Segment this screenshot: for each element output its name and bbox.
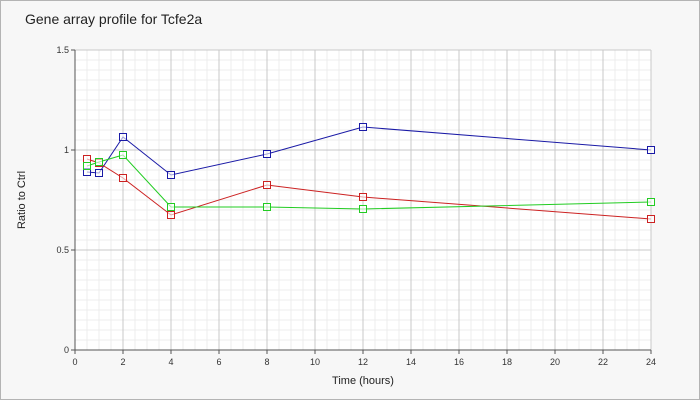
data-point xyxy=(119,174,127,182)
data-point xyxy=(167,203,175,211)
y-axis-label: Ratio to Ctrl xyxy=(16,171,28,229)
data-point xyxy=(647,198,655,206)
x-axis-label: Time (hours) xyxy=(332,375,394,387)
x-tick-label: 8 xyxy=(264,357,269,367)
data-point xyxy=(119,151,127,159)
y-tick-label: 0.5 xyxy=(56,245,69,255)
x-tick-label: 14 xyxy=(406,357,416,367)
x-tick-label: 20 xyxy=(550,357,560,367)
series-layer xyxy=(83,123,655,223)
data-point xyxy=(647,215,655,223)
x-tick-label: 18 xyxy=(502,357,512,367)
x-tick-label: 0 xyxy=(72,357,77,367)
x-tick-label: 4 xyxy=(168,357,173,367)
y-tick-label: 1 xyxy=(64,145,69,155)
x-tick-label: 22 xyxy=(598,357,608,367)
y-tick-label: 1.5 xyxy=(56,45,69,55)
x-tick-label: 10 xyxy=(310,357,320,367)
y-axis-ticks: 0 0.5 1 1.5 xyxy=(56,45,75,355)
data-point xyxy=(263,203,271,211)
x-tick-label: 6 xyxy=(216,357,221,367)
x-tick-label: 16 xyxy=(454,357,464,367)
data-point xyxy=(167,211,175,219)
data-point xyxy=(359,205,367,213)
data-point xyxy=(647,146,655,154)
data-point xyxy=(359,123,367,131)
series-1 xyxy=(83,123,655,179)
x-axis-ticks: 0 2 4 6 8 10 12 14 16 18 20 22 24 xyxy=(72,350,656,367)
data-point xyxy=(119,133,127,141)
chart-title: Gene array profile for Tcfe2a xyxy=(25,11,202,27)
data-point xyxy=(83,155,91,163)
data-point xyxy=(95,169,103,177)
data-point xyxy=(83,162,91,170)
data-point xyxy=(263,181,271,189)
data-point xyxy=(95,158,103,166)
data-point xyxy=(359,193,367,201)
y-tick-label: 0 xyxy=(64,345,69,355)
series-3 xyxy=(83,151,655,213)
series-2 xyxy=(83,155,655,223)
x-tick-label: 24 xyxy=(646,357,656,367)
x-tick-label: 12 xyxy=(358,357,368,367)
x-tick-label: 2 xyxy=(120,357,125,367)
data-point xyxy=(263,150,271,158)
data-point xyxy=(167,171,175,179)
